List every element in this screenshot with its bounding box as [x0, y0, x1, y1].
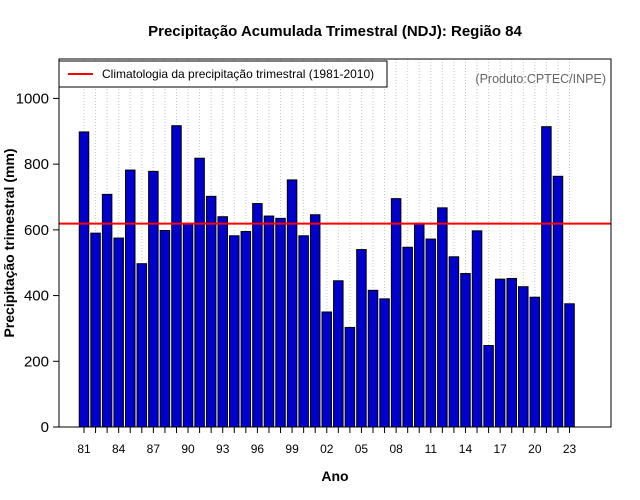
bar-1986 [136, 263, 148, 428]
bar-1991 [194, 157, 205, 428]
bar-1994 [229, 235, 240, 428]
bar-2015 [471, 230, 483, 428]
x-axis-title: Ano [321, 468, 348, 484]
x-tick-label: 14 [459, 442, 473, 456]
y-tick-label: 0 [41, 419, 49, 436]
chart-title: Precipitação Acumulada Trimestral (NDJ):… [148, 23, 522, 40]
bar-2005 [356, 249, 367, 428]
bar-1997 [263, 215, 275, 428]
credit-text: (Produto:CPTEC/INPE) [475, 72, 606, 86]
y-tick-label: 600 [24, 222, 49, 239]
bars-layer [78, 125, 575, 428]
bar-2012 [437, 207, 448, 428]
bar-1998 [275, 217, 286, 428]
bar-2009 [402, 246, 413, 428]
bar-1996 [252, 203, 263, 428]
x-tick-label: 81 [77, 442, 91, 456]
x-axis: 81 84 87 90 93 96 99 02 05 08 11 14 17 20 23 [77, 427, 577, 456]
bar-2007 [379, 298, 390, 428]
bar-1995 [240, 231, 252, 428]
bar-2002 [321, 311, 333, 428]
x-tick-label: 20 [528, 442, 542, 456]
legend-label: Climatologia da precipitação trimestral … [102, 67, 374, 81]
bar-1984 [113, 237, 124, 428]
y-axis: 0 200 400 600 800 1000 [16, 90, 59, 436]
bar-2019 [518, 286, 529, 428]
x-tick-label: 84 [112, 442, 126, 456]
y-tick-label: 200 [24, 353, 49, 370]
x-tick-label: 93 [216, 442, 230, 456]
y-axis-title: Precipitação trimestral (mm) [1, 148, 17, 337]
legend-box [58, 60, 388, 88]
bar-2022 [552, 175, 564, 428]
bar-2006 [367, 289, 379, 428]
bar-2013 [448, 256, 460, 428]
bar-1981 [78, 131, 90, 428]
x-tick-label: 05 [355, 442, 369, 456]
bar-2020 [529, 296, 541, 428]
bar-2017 [494, 278, 506, 428]
plot-frame [58, 58, 612, 428]
bar-2023 [564, 303, 575, 428]
y-tick-label: 1000 [16, 90, 49, 107]
x-tick-label: 17 [493, 442, 507, 456]
bar-2018 [506, 277, 517, 428]
bar-1990 [182, 222, 194, 428]
bar-2001 [309, 214, 321, 428]
x-tick-label: 02 [320, 442, 334, 456]
bar-2000 [298, 235, 309, 428]
bar-2008 [390, 198, 402, 428]
y-tick-label: 400 [24, 288, 49, 305]
x-tick-label: 90 [181, 442, 195, 456]
x-tick-label: 23 [563, 442, 577, 456]
bar-1989 [171, 125, 182, 428]
bar-2003 [333, 280, 344, 428]
bar-2010 [413, 222, 425, 428]
bar-2016 [483, 345, 494, 428]
bar-1985 [124, 169, 136, 428]
x-tick-label: 08 [389, 442, 403, 456]
bar-2021 [541, 126, 552, 428]
bar-2004 [344, 326, 356, 428]
bar-1987 [148, 170, 159, 428]
legend: Climatologia da precipitação trimestral … [58, 60, 388, 88]
y-tick-label: 800 [24, 156, 49, 173]
bar-1992 [205, 195, 217, 428]
bar-2014 [460, 273, 471, 428]
x-tick-label: 99 [285, 442, 299, 456]
x-tick-label: 11 [425, 442, 438, 456]
bar-1993 [217, 216, 228, 428]
x-tick-label: 87 [147, 442, 161, 456]
x-tick-label: 96 [251, 442, 265, 456]
bar-1982 [90, 232, 101, 428]
bar-2011 [425, 238, 437, 428]
bar-1999 [286, 179, 298, 428]
bar-1988 [159, 230, 171, 428]
bar-1983 [101, 193, 113, 428]
